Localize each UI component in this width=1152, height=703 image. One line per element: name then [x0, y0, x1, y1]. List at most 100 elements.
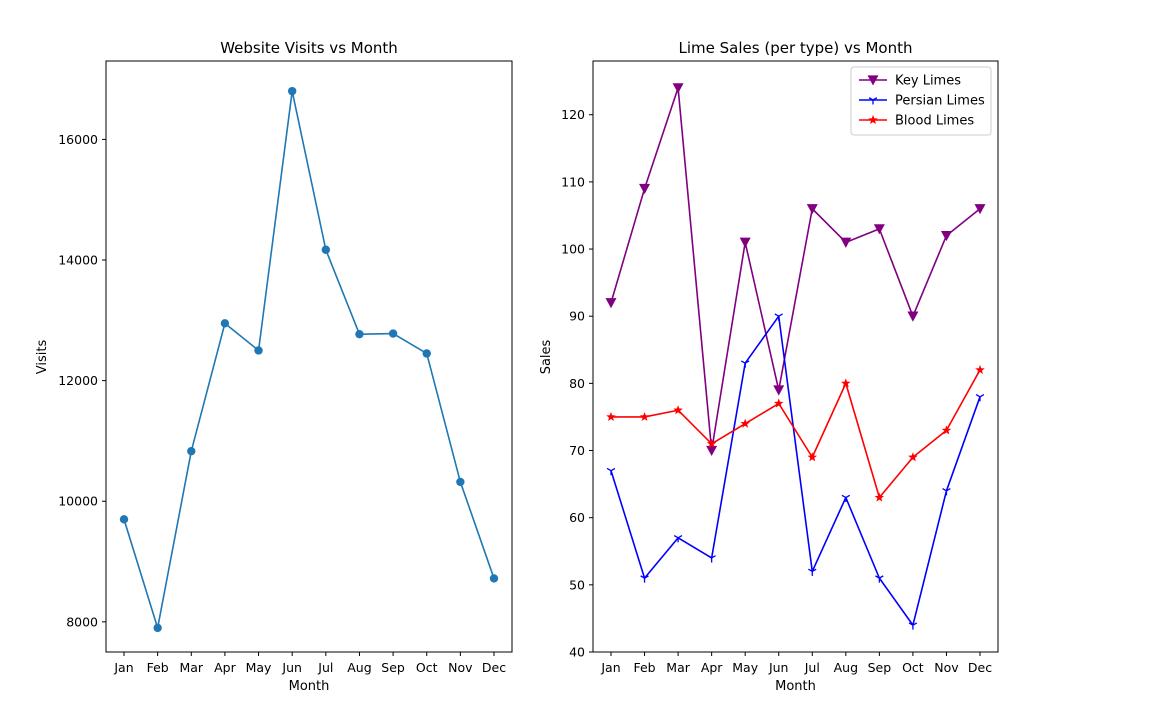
- y-tick-label: 40: [569, 645, 585, 660]
- legend-marker: [868, 97, 878, 105]
- x-tick-label: Feb: [633, 660, 655, 675]
- data-point: [673, 535, 683, 543]
- data-point: [806, 204, 818, 215]
- x-tick-label: Jul: [804, 660, 820, 675]
- data-point: [875, 575, 884, 583]
- y-tick-label: 60: [569, 510, 585, 525]
- series-line: [610, 315, 981, 626]
- y-axis-label: Visits: [35, 340, 50, 375]
- y-tick-label: 10000: [58, 494, 98, 509]
- x-tick-label: Jun: [768, 660, 789, 675]
- data-point: [456, 477, 465, 487]
- data-point: [974, 204, 986, 215]
- data-point: [873, 224, 885, 235]
- data-point: [907, 311, 919, 322]
- y-tick-label: 80: [569, 376, 585, 391]
- y-tick-label: 12000: [58, 373, 98, 388]
- data-point: [605, 298, 617, 309]
- series-line: [123, 90, 495, 629]
- data-point: [388, 329, 398, 338]
- data-point: [774, 313, 783, 321]
- data-point: [187, 446, 196, 456]
- data-point: [153, 623, 162, 633]
- y-axis-label: Sales: [539, 339, 554, 374]
- y-tick-label: 110: [561, 174, 585, 189]
- data-point: [355, 329, 364, 339]
- plot-frame: [105, 60, 513, 653]
- x-axis-label: Month: [775, 679, 816, 694]
- legend-box: [850, 66, 992, 136]
- x-tick-label: Mar: [666, 660, 690, 675]
- legend-marker: [867, 75, 879, 86]
- data-point: [639, 411, 650, 421]
- x-tick-label: Jul: [317, 660, 333, 675]
- x-tick-label: Feb: [147, 660, 169, 675]
- x-tick-label: May: [246, 660, 272, 675]
- y-tick-label: 16000: [58, 132, 98, 147]
- y-tick-label: 120: [561, 107, 585, 122]
- data-point: [672, 83, 684, 94]
- chart-lime-sales: Lime Sales (per type) vs Month Month Sal…: [539, 39, 999, 694]
- data-point: [489, 574, 499, 583]
- series-line: [611, 369, 981, 499]
- data-point: [908, 452, 918, 462]
- x-tick-label: Aug: [834, 660, 858, 675]
- y-tick-label: 8000: [66, 614, 98, 629]
- x-axis-label: Month: [289, 679, 330, 694]
- data-point: [841, 494, 851, 503]
- y-tick-label: 70: [569, 443, 585, 458]
- data-point: [119, 515, 129, 524]
- x-tick-label: Dec: [968, 660, 992, 675]
- data-point: [706, 438, 717, 448]
- data-point: [773, 385, 785, 396]
- y-tick-label: 100: [561, 242, 585, 257]
- data-point: [740, 360, 750, 368]
- data-point: [807, 452, 818, 462]
- series-line: [610, 87, 981, 452]
- data-point: [639, 183, 651, 195]
- data-point: [941, 425, 952, 435]
- x-tick-label: Apr: [214, 660, 236, 675]
- data-point: [840, 237, 852, 248]
- data-point: [606, 467, 616, 476]
- x-tick-label: Jun: [281, 660, 302, 675]
- data-point: [321, 245, 331, 254]
- data-point: [739, 237, 751, 248]
- x-tick-label: Nov: [448, 660, 473, 675]
- x-tick-label: Mar: [179, 660, 203, 675]
- data-point: [740, 418, 750, 428]
- x-tick-label: Nov: [934, 660, 959, 675]
- x-tick-label: Dec: [482, 660, 506, 675]
- data-point: [975, 393, 985, 402]
- y-tick-label: 50: [569, 577, 585, 592]
- data-point: [975, 364, 985, 374]
- x-tick-label: Jan: [600, 660, 620, 675]
- chart-title: Lime Sales (per type) vs Month: [679, 39, 913, 57]
- legend: Key Limes Persian Limes Blood Limes: [850, 66, 992, 136]
- plot-frame: [592, 60, 999, 653]
- data-point: [808, 568, 817, 576]
- data-point: [841, 378, 851, 388]
- x-tick-label: Apr: [701, 660, 723, 675]
- data-point: [706, 445, 718, 457]
- legend-label: Key Limes: [895, 74, 961, 89]
- data-point: [254, 346, 263, 355]
- chart-website-visits: Website Visits vs Month Month Visits Jan…: [35, 39, 513, 694]
- data-point: [874, 492, 885, 502]
- y-tick-label: 14000: [58, 253, 98, 268]
- data-point: [606, 411, 616, 421]
- x-tick-label: May: [732, 660, 758, 675]
- data-point: [287, 86, 297, 96]
- legend-marker: [868, 115, 878, 125]
- data-point: [940, 230, 952, 242]
- data-point: [908, 622, 918, 630]
- data-point: [942, 488, 951, 496]
- x-tick-label: Jan: [113, 660, 133, 675]
- legend-label: Blood Limes: [895, 114, 974, 129]
- chart-title: Website Visits vs Month: [220, 39, 398, 57]
- data-point: [707, 555, 716, 563]
- data-point: [773, 398, 784, 408]
- x-tick-label: Oct: [902, 660, 924, 675]
- data-point: [422, 349, 431, 358]
